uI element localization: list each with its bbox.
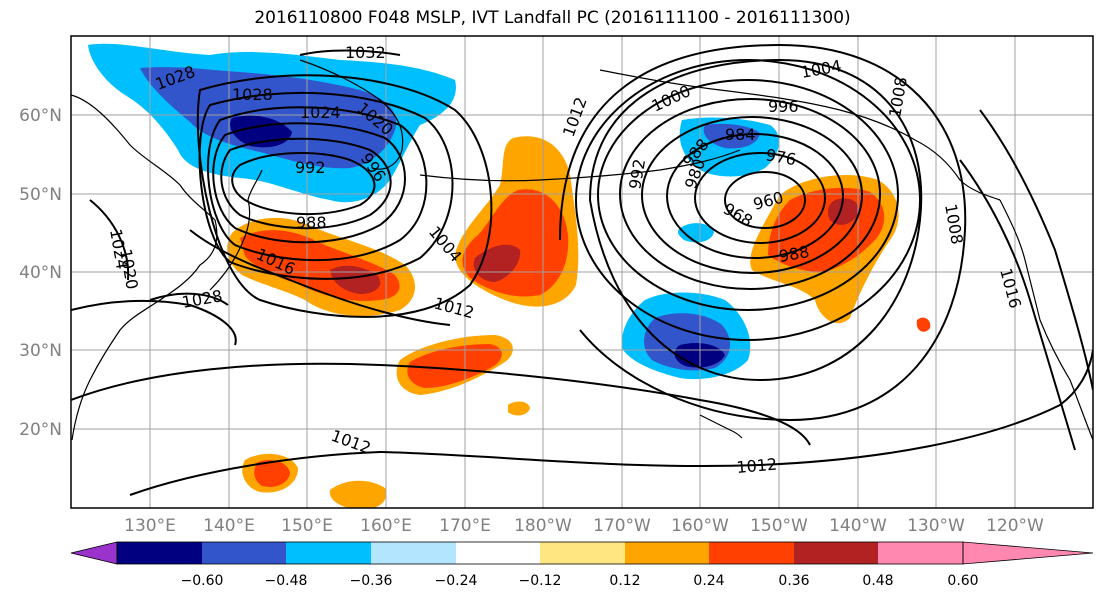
contour-low-976: [666, 133, 844, 259]
lon-label: 150°E: [281, 516, 333, 536]
map-title: 2016110800 F048 MSLP, IVT Landfall PC (2…: [254, 8, 851, 28]
ivt-region-small-3: [916, 317, 931, 332]
ivt-negative-shading: [88, 43, 780, 380]
colorbar-segment: [794, 542, 878, 564]
coastlines: [71, 59, 1093, 441]
colorbar-tick-label: −0.12: [519, 573, 562, 589]
colorbar-outline: [116, 541, 964, 565]
lon-label: 140°W: [829, 516, 887, 536]
lon-label: 140°E: [203, 516, 255, 536]
colorbar-extend-max: [962, 541, 1094, 565]
longitude-labels: 130°E 140°E 150°E 160°E 170°E 180°W 170°…: [124, 516, 1044, 536]
contour-ne-1020: [979, 109, 1093, 391]
coastline-asia: [71, 94, 218, 441]
coastline-kamchatka: [299, 59, 404, 170]
colorbar-tick-label: −0.48: [265, 573, 308, 589]
colorbar-extend-min: [70, 541, 118, 565]
ivt-neg-small: [677, 223, 714, 243]
lat-label: 30°N: [19, 341, 62, 361]
map-frame: [70, 35, 1094, 509]
contour-wp-996: [212, 122, 406, 244]
contour-wp-1008: [198, 91, 454, 280]
ivt-region-west-pacific-max: [330, 265, 381, 294]
lon-label: 130°W: [907, 516, 965, 536]
latitude-labels: 60°N 50°N 40°N 30°N 20°N: [19, 106, 62, 440]
mslp-contours: [71, 43, 1093, 496]
lon-label: 160°E: [360, 516, 412, 536]
colorbar-segment: [878, 542, 963, 564]
lon-label: 150°W: [750, 516, 808, 536]
colorbar-segment: [117, 542, 202, 564]
contour-label: 1012: [736, 455, 778, 477]
lat-label: 40°N: [19, 263, 62, 283]
contour-low-1004: [575, 59, 921, 341]
contour-label: 1032: [345, 43, 386, 62]
lat-label: 50°N: [19, 185, 62, 205]
contour-high-1024: [89, 199, 130, 281]
contour-wp-988: [231, 152, 376, 216]
contour-label: 996: [768, 97, 799, 116]
contour-wp-1012: [196, 74, 493, 318]
contour-low-992: [619, 98, 881, 290]
contour-high-1016: [71, 362, 811, 446]
lon-label: 170°W: [593, 516, 651, 536]
lon-label: 130°E: [124, 516, 176, 536]
colorbar-segment: [540, 542, 625, 564]
lon-label: 180°W: [514, 516, 572, 536]
contour-label: 1028: [232, 85, 273, 104]
lon-label: 170°E: [439, 516, 491, 536]
contour-wp-1004: [206, 106, 428, 262]
contour-low-984: [641, 116, 863, 274]
coastline-hawaii: [699, 414, 743, 439]
colorbar-tick-label: 0.60: [947, 573, 978, 589]
colorbar-tick-label: 0.12: [609, 573, 640, 589]
colorbar-segment: [202, 542, 286, 564]
contour-low-1012: [559, 43, 967, 422]
contour-low-968: [694, 152, 826, 244]
contour-high-1028: [149, 292, 229, 306]
colorbar-segment: [456, 542, 540, 564]
colorbar-tick-label: −0.60: [181, 573, 224, 589]
contour-high-1032: [299, 49, 401, 56]
coastline-aleutians: [419, 149, 741, 182]
colorbar: −0.60 −0.48 −0.36 −0.24 −0.12 0.12 0.24 …: [70, 541, 1094, 589]
contour-label: 988: [296, 213, 327, 232]
colorbar-segment: [625, 542, 709, 564]
ivt-region-subtropical-core: [407, 344, 502, 388]
ivt-neg-northwest-mid: [140, 67, 396, 169]
contour-label: 992: [295, 158, 326, 177]
colorbar-tick-label: 0.36: [778, 573, 809, 589]
colorbar-tick-label: 0.24: [693, 573, 724, 589]
lat-label: 20°N: [19, 420, 62, 440]
coastline-alaska: [599, 69, 1001, 201]
ivt-region-small-south-core: [254, 460, 290, 487]
graticule: [71, 36, 1093, 508]
colorbar-segment: [371, 542, 456, 564]
ivt-region-small-2: [329, 480, 387, 508]
ivt-region-small-1: [508, 401, 530, 416]
lon-label: 120°W: [986, 516, 1044, 536]
colorbar-tick-label: −0.36: [350, 573, 393, 589]
contour-high-1020: [71, 299, 237, 346]
lat-label: 60°N: [19, 106, 62, 126]
lon-label: 160°W: [671, 516, 729, 536]
contour-high-1012: [129, 349, 1093, 496]
map-content: 1032 1028 1028 1024 1024 1020 992 988 10…: [71, 36, 1093, 508]
coastline-japan: [209, 169, 263, 291]
contour-wp-992: [220, 137, 392, 230]
contour-low-1008: [588, 58, 923, 382]
coastline-north-america: [999, 199, 1093, 441]
contour-low-960: [724, 171, 806, 229]
contour-low-1000: [597, 79, 899, 311]
contour-label: 1024: [300, 103, 341, 122]
colorbar-segment: [286, 542, 371, 564]
contour-label: 984: [725, 125, 756, 144]
colorbar-tick-label: 0.48: [862, 573, 893, 589]
contour-ne-1016: [959, 159, 1076, 451]
contour-wp-1016: [189, 229, 451, 326]
colorbar-segment: [709, 542, 794, 564]
ivt-region-gulf-alaska-max: [827, 198, 859, 225]
colorbar-tick-label: −0.24: [435, 573, 478, 589]
